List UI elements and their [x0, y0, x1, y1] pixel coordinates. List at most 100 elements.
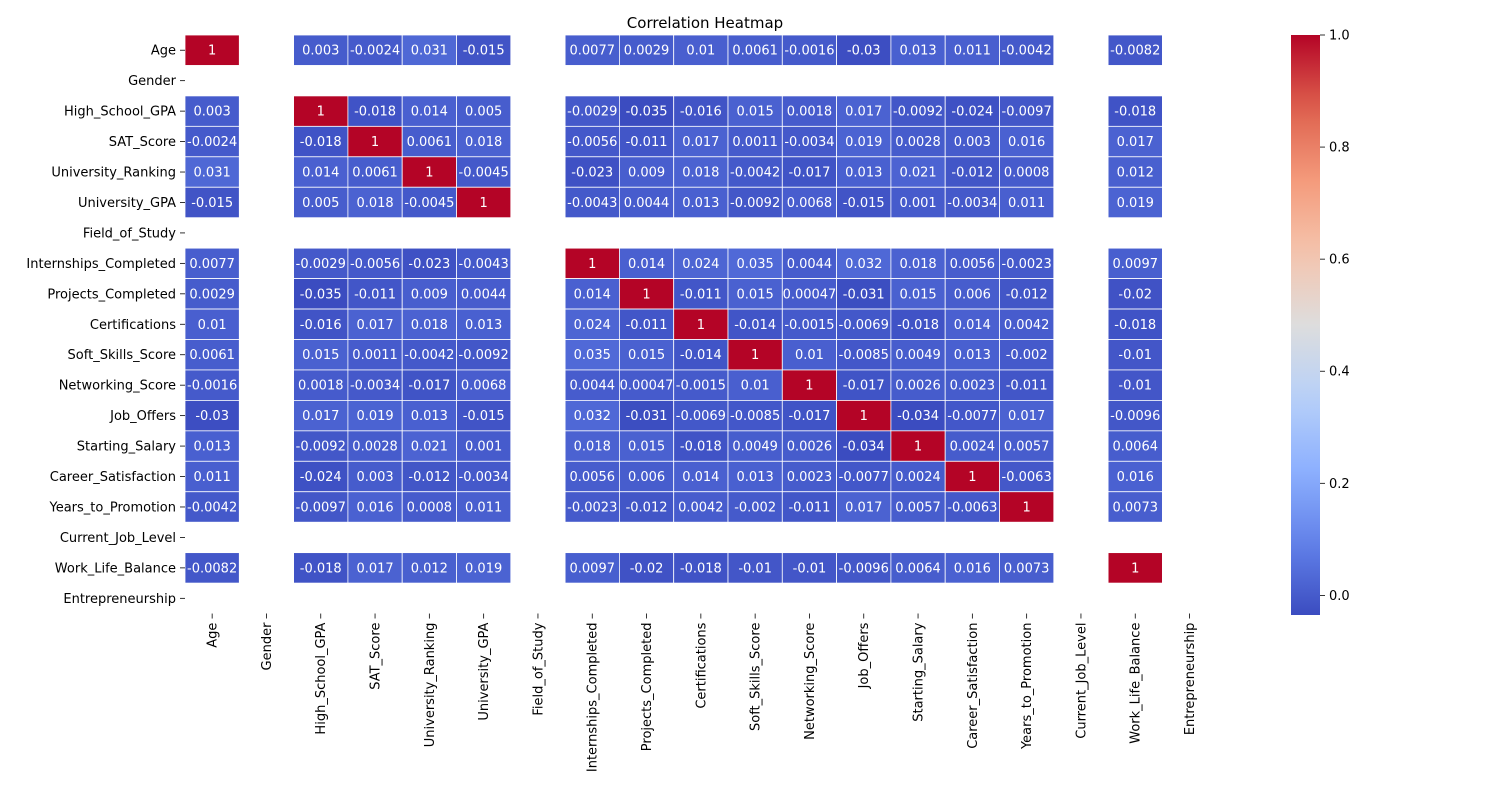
heatmap-cell — [999, 95, 1055, 127]
heatmap-cell-label: 1 — [1131, 561, 1139, 576]
heatmap-cell-label: -0.012 — [951, 166, 993, 181]
heatmap-cell-label: 1 — [805, 379, 813, 394]
heatmap-cell — [456, 186, 512, 219]
heatmap-cell — [727, 156, 783, 188]
heatmap-cell — [619, 491, 675, 523]
heatmap-cell-label: -0.011 — [788, 500, 830, 515]
heatmap-cell — [673, 95, 729, 127]
heatmap-cell-label: 0.024 — [682, 257, 719, 272]
heatmap-cell-label: -0.0034 — [947, 196, 997, 211]
heatmap-cell-label: 1 — [317, 105, 325, 120]
heatmap-cell-label: 0.0008 — [407, 500, 453, 515]
y-tick-label: Gender — [128, 74, 177, 89]
heatmap-cell — [890, 34, 946, 66]
x-tick-label: SAT_Score — [369, 623, 384, 690]
heatmap-cell-label: 1 — [751, 348, 759, 363]
heatmap-cell-label: -0.017 — [788, 409, 830, 424]
heatmap-cell — [293, 186, 349, 219]
heatmap-cell-label: -0.03 — [195, 409, 229, 424]
y-tick-label: Networking_Score — [59, 379, 176, 394]
heatmap-cell — [456, 339, 512, 371]
heatmap-cell-label: -0.023 — [571, 166, 613, 181]
heatmap-cell-label: 0.011 — [194, 470, 231, 485]
heatmap-cell-label: -0.0097 — [1002, 105, 1052, 120]
heatmap-cell — [781, 369, 837, 401]
heatmap-cell-labels: 1 0.003 -0.0024 0.031 -0.015 0.0077 0.0029 0.01… — [187, 44, 1160, 577]
colorbar-tick-label: 0.0 — [1329, 589, 1350, 604]
heatmap-cell-label: 0.003 — [194, 105, 231, 120]
heatmap-cell-label: 0.018 — [411, 318, 448, 333]
y-tick-label: Career_Satisfaction — [50, 470, 176, 485]
heatmap-cell-label: 0.0057 — [895, 500, 941, 515]
heatmap-cell — [781, 156, 837, 188]
heatmap-cell-label: -0.0082 — [1110, 44, 1160, 59]
heatmap-cell-label: 0.00047 — [783, 287, 837, 302]
heatmap-cell-label: -0.0069 — [676, 409, 726, 424]
heatmap-cell-label: 0.0061 — [407, 135, 453, 150]
heatmap-cell — [999, 552, 1055, 584]
heatmap-cell-label: 0.0061 — [189, 348, 235, 363]
heatmap-cell-label: 0.017 — [356, 561, 393, 576]
heatmap-cell-label: -0.0092 — [730, 196, 780, 211]
heatmap-cell-label: -0.034 — [843, 440, 885, 455]
heatmap-cell-label: 0.018 — [682, 166, 719, 181]
heatmap-cell-label: -0.0043 — [567, 196, 617, 211]
heatmap-cell — [184, 399, 240, 432]
heatmap-cell — [184, 34, 240, 66]
heatmap-cell-label: -0.034 — [897, 409, 939, 424]
heatmap-cell-label: 0.0029 — [624, 44, 670, 59]
heatmap-cell-label: -0.0016 — [784, 44, 834, 59]
heatmap-cell — [347, 247, 403, 279]
heatmap-cell — [836, 491, 892, 523]
heatmap-cell-label: -0.0085 — [839, 348, 889, 363]
x-tick-label: Gender — [260, 622, 275, 671]
heatmap-cell — [401, 339, 457, 371]
heatmap-cell-label: -0.0042 — [187, 500, 237, 515]
heatmap-cell-label: 0.006 — [628, 470, 665, 485]
heatmap-cell-label: 0.0042 — [678, 500, 724, 515]
x-tick-label: Certifications — [694, 622, 709, 708]
colorbar-tick-label: 0.6 — [1329, 253, 1350, 268]
y-tick-label: Job_Offers — [109, 409, 176, 424]
heatmap-cell — [564, 552, 620, 584]
heatmap-cell-label: -0.02 — [630, 561, 664, 576]
heatmap-cell — [347, 156, 403, 188]
heatmap-cell — [673, 156, 729, 188]
heatmap-cell — [673, 552, 729, 584]
heatmap-cell-label: 0.0018 — [787, 105, 833, 120]
heatmap-cell — [456, 491, 512, 523]
heatmap-cell — [999, 308, 1055, 340]
heatmap-cell-label: 0.001 — [465, 440, 502, 455]
heatmap-cell-label: 0.013 — [737, 470, 774, 485]
heatmap-cell-label: 0.0097 — [570, 561, 616, 576]
heatmap-cell-label: 0.017 — [845, 500, 882, 515]
heatmap-cell-label: 0.0044 — [787, 257, 833, 272]
heatmap-cell — [456, 399, 512, 432]
heatmap-cell — [944, 34, 1000, 66]
heatmap-cell-label: 0.0064 — [895, 561, 941, 576]
colorbar-tick-label: 0.4 — [1329, 365, 1350, 380]
heatmap-cell-label: 0.017 — [1008, 409, 1045, 424]
heatmap-cell-label: -0.012 — [408, 470, 450, 485]
heatmap-cell-label: 0.009 — [411, 287, 448, 302]
heatmap-cell — [184, 247, 240, 279]
heatmap-cell-label: 0.015 — [628, 348, 665, 363]
x-tick-label: Entrepreneurship — [1183, 623, 1198, 736]
heatmap-cell-label: -0.011 — [626, 135, 668, 150]
heatmap-cell — [944, 186, 1000, 219]
heatmap-cell — [727, 278, 783, 310]
heatmap-cell — [836, 399, 892, 432]
colorbar-gradient — [1291, 35, 1320, 615]
heatmap-cell-label: 1 — [425, 166, 433, 181]
heatmap-cell — [619, 247, 675, 279]
heatmap-cell-label: 0.031 — [194, 166, 231, 181]
heatmap-cell-label: 1 — [208, 44, 216, 59]
heatmap-cell-label: 0.035 — [737, 257, 774, 272]
heatmap-cell-label: -0.0063 — [1002, 470, 1052, 485]
heatmap-cell — [781, 247, 837, 279]
heatmap-cell-label: -0.016 — [300, 318, 342, 333]
heatmap-cell-label: 0.018 — [465, 135, 502, 150]
heatmap-cell — [619, 125, 675, 158]
heatmap-cell-label: -0.0024 — [350, 44, 400, 59]
heatmap-cell — [781, 491, 837, 523]
